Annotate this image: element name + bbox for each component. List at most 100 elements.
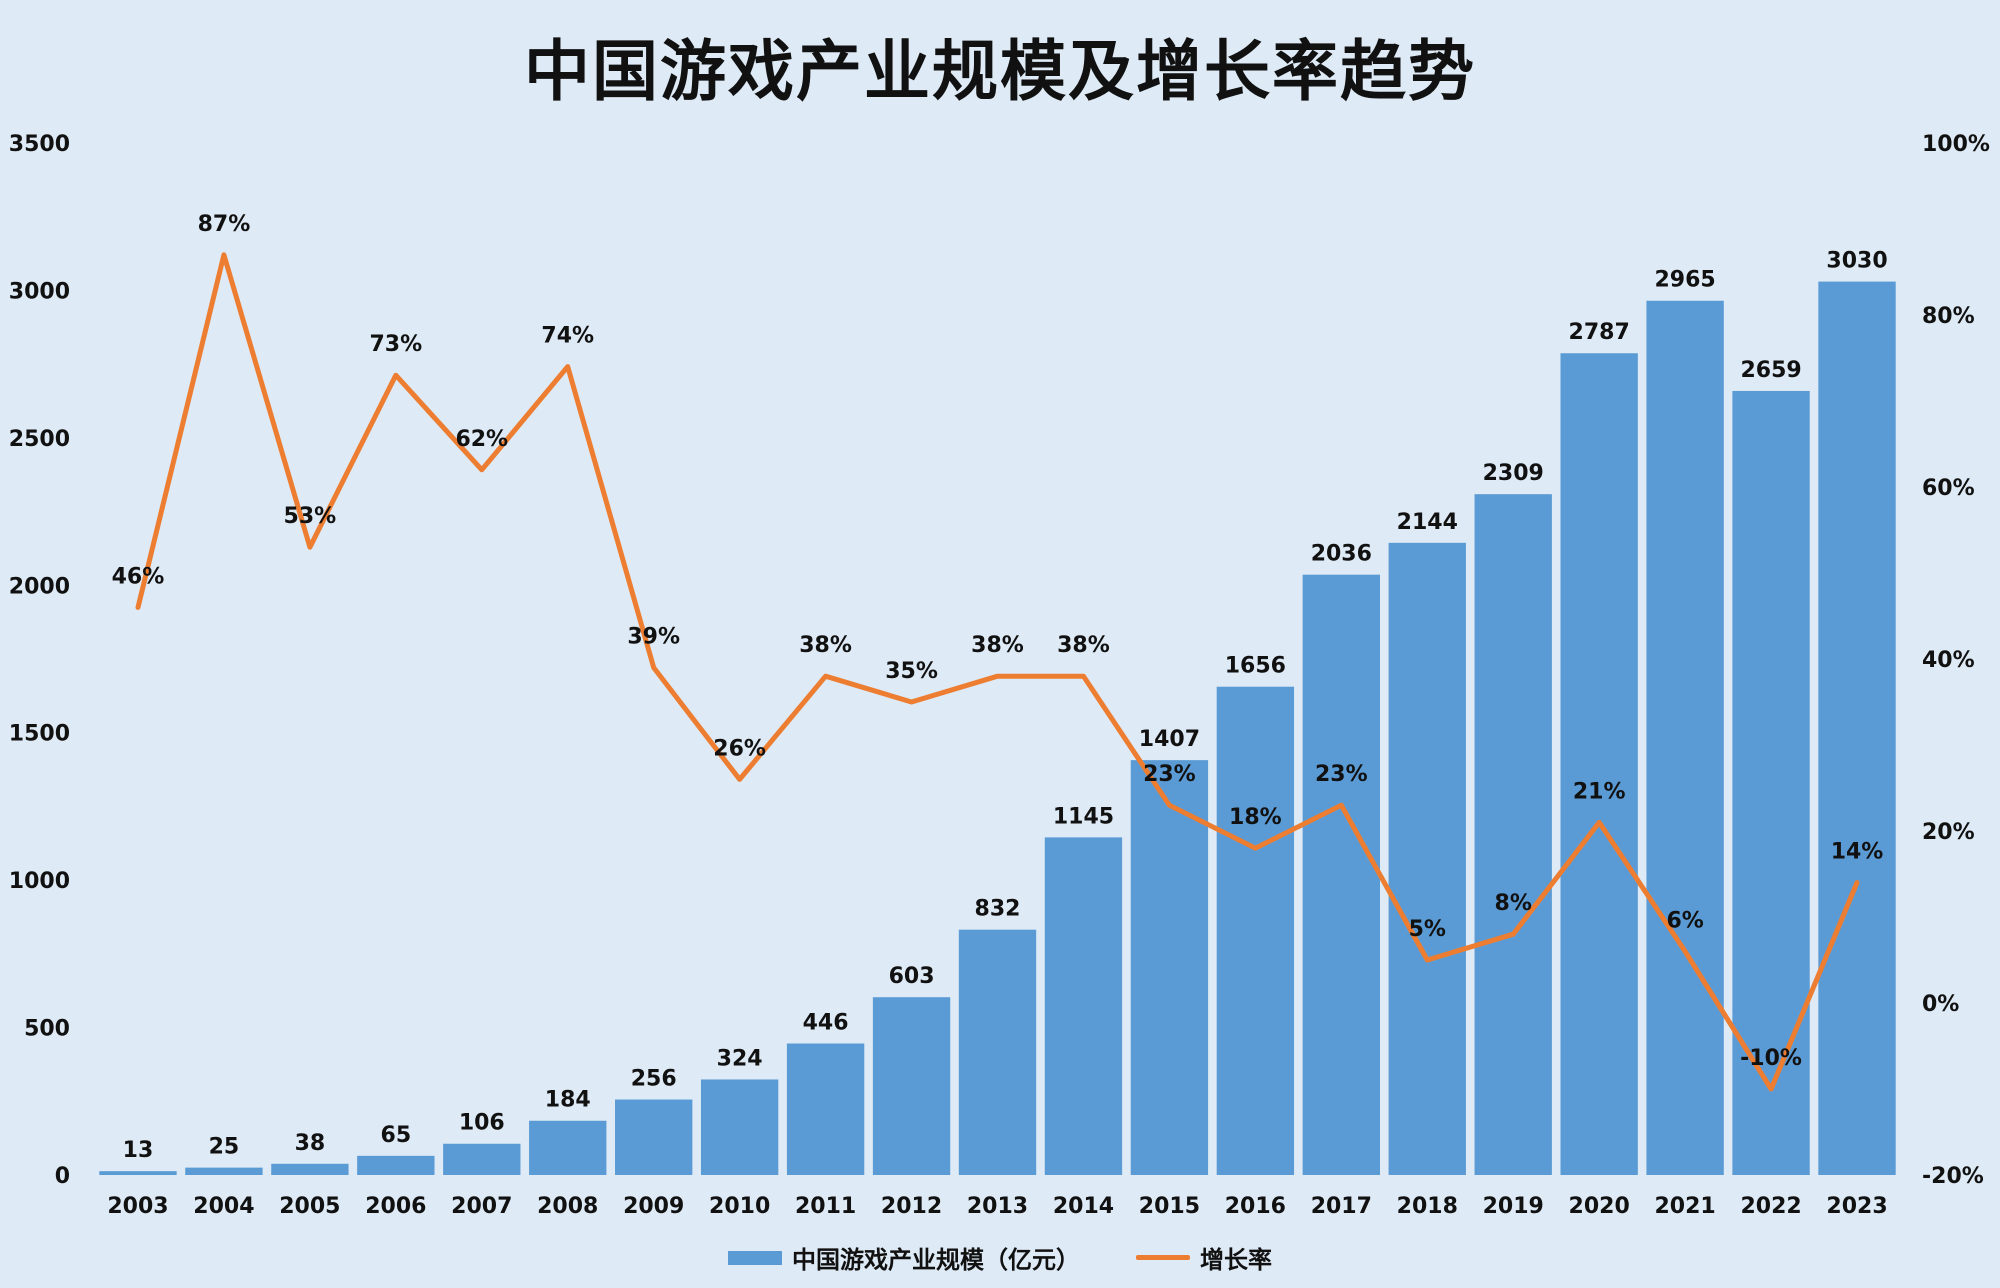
line-label: 21%: [1573, 779, 1626, 804]
x-tick-label: 2017: [1311, 1194, 1372, 1219]
line-label: 18%: [1229, 805, 1282, 830]
y-right-tick-label: 0%: [1922, 992, 1959, 1017]
x-tick-label: 2013: [967, 1194, 1028, 1219]
bar-label: 65: [381, 1123, 412, 1148]
bar-label: 1145: [1053, 804, 1114, 829]
x-tick-label: 2021: [1655, 1194, 1716, 1219]
x-tick-label: 2012: [881, 1194, 942, 1219]
line-label: 73%: [369, 332, 422, 357]
line-label: 35%: [885, 659, 938, 684]
line-label: 62%: [455, 427, 508, 452]
bar-label: 446: [803, 1010, 849, 1035]
line-label: 53%: [284, 504, 337, 529]
line-label: -10%: [1740, 1046, 1802, 1071]
x-tick-label: 2003: [107, 1194, 168, 1219]
y-left-tick-label: 3500: [9, 132, 70, 157]
x-tick-label: 2018: [1397, 1194, 1458, 1219]
bar: [615, 1099, 693, 1175]
bar-label: 38: [295, 1131, 326, 1156]
legend-label-scale: 中国游戏产业规模（亿元）: [792, 1246, 1080, 1274]
x-tick-label: 2009: [623, 1194, 684, 1219]
y-left-tick-label: 500: [24, 1017, 70, 1042]
bar-label: 2309: [1483, 461, 1544, 486]
y-left-tick-label: 2000: [9, 574, 70, 599]
line-label: 38%: [1057, 633, 1110, 658]
right-axis: -20% 0% 20% 40% 60% 80% 100%: [1922, 132, 1990, 1189]
legend-label-growth: 增长率: [1200, 1246, 1272, 1274]
bar: [1646, 300, 1724, 1176]
bar: [872, 997, 951, 1175]
x-tick-label: 2016: [1225, 1194, 1286, 1219]
line-series: [135, 252, 1860, 1092]
x-tick-label: 2007: [451, 1194, 512, 1219]
bar-label: 2144: [1397, 510, 1458, 535]
bar: [958, 929, 1037, 1175]
bar-label: 184: [545, 1088, 591, 1113]
line-label: 14%: [1831, 840, 1884, 865]
bar: [1302, 574, 1380, 1175]
growth-line: [135, 252, 1860, 1092]
y-right-tick-label: 80%: [1922, 304, 1975, 329]
x-tick-label: 2005: [279, 1194, 340, 1219]
y-right-tick-label: 40%: [1922, 648, 1975, 673]
bar-label: 106: [459, 1111, 505, 1136]
bar: [1560, 353, 1638, 1175]
bar: [1818, 281, 1896, 1175]
bar: [271, 1163, 349, 1175]
line-label: 23%: [1315, 762, 1368, 787]
bar: [786, 1043, 865, 1175]
x-tick-label: 2015: [1139, 1194, 1200, 1219]
bar: [700, 1079, 779, 1175]
bar-label: 324: [717, 1046, 763, 1071]
y-right-tick-label: 20%: [1922, 820, 1975, 845]
bar: [1044, 837, 1123, 1175]
x-axis: 2003 2004 2005 2006 2007 2008 2009 2010 2011 2012…: [107, 1194, 1887, 1219]
line-label: 38%: [971, 633, 1024, 658]
line-label: 39%: [627, 625, 680, 650]
x-tick-label: 2008: [537, 1194, 598, 1219]
y-left-tick-label: 1500: [9, 722, 70, 747]
line-label: 46%: [112, 564, 165, 589]
legend-item-growth[interactable]: 增长率: [1136, 1240, 1272, 1275]
bar-label: 2965: [1655, 268, 1716, 293]
legend: 中国游戏产业规模（亿元） 增长率: [0, 1240, 2000, 1275]
bar-series: [99, 281, 1896, 1176]
bar-data-labels: 13 25 38 65 106 184 256 324 446 603 832 1145 1407 165…: [123, 249, 1888, 1164]
bar: [1216, 686, 1295, 1175]
left-axis: 0 500 1000 1500 2000 2500 3000 3500: [9, 132, 70, 1189]
bar-label: 25: [209, 1135, 240, 1160]
bar-label: 2787: [1569, 320, 1630, 345]
bar: [1130, 760, 1209, 1175]
bar-label: 2659: [1740, 358, 1801, 383]
bar-label: 1656: [1225, 654, 1286, 679]
line-label: 23%: [1143, 762, 1196, 787]
bar: [443, 1143, 521, 1175]
bar-label: 3030: [1826, 249, 1887, 274]
bar: [185, 1167, 263, 1175]
line-label: 6%: [1666, 908, 1703, 933]
bar-label: 832: [975, 897, 1021, 922]
x-tick-label: 2023: [1826, 1194, 1887, 1219]
bar-label: 13: [123, 1138, 154, 1163]
legend-swatch-line: [1136, 1255, 1190, 1260]
line-label: 87%: [198, 212, 251, 237]
chart-title: 中国游戏产业规模及增长率趋势: [524, 33, 1476, 110]
bar-label: 2036: [1311, 542, 1372, 567]
bar: [357, 1155, 435, 1175]
x-tick-label: 2022: [1740, 1194, 1801, 1219]
line-label: 26%: [713, 736, 766, 761]
line-label: 38%: [799, 633, 852, 658]
bar: [529, 1120, 607, 1175]
x-tick-label: 2014: [1053, 1194, 1114, 1219]
x-tick-label: 2010: [709, 1194, 770, 1219]
legend-item-scale[interactable]: 中国游戏产业规模（亿元）: [728, 1240, 1080, 1275]
y-left-tick-label: 3000: [9, 279, 70, 304]
y-left-tick-label: 1000: [9, 869, 70, 894]
x-tick-label: 2019: [1483, 1194, 1544, 1219]
line-label: 74%: [541, 324, 594, 349]
line-data-labels: 46% 87% 53% 73% 62% 74% 39% 26% 38% 35% 38% 38% 23% 1…: [112, 212, 1884, 1071]
bar: [99, 1171, 177, 1175]
legend-swatch-bar: [728, 1250, 782, 1265]
x-tick-label: 2006: [365, 1194, 426, 1219]
